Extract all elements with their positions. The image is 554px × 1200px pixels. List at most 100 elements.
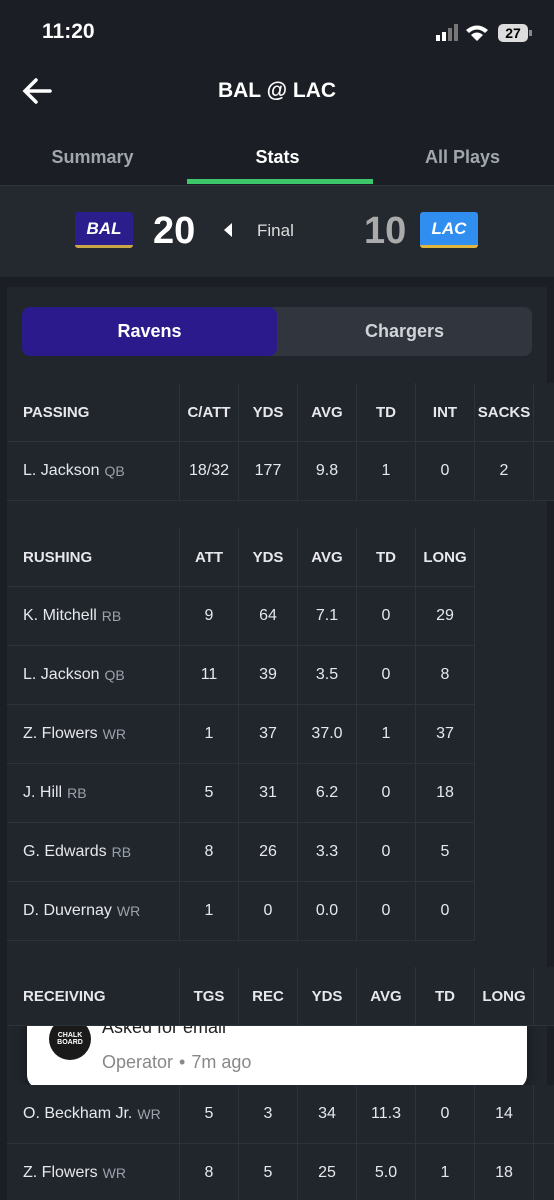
table-cell: 64 [239,587,298,646]
table-cell: 11.3 [357,1085,416,1144]
table-cell: D. Duvernay WR [7,882,180,941]
team-button[interactable]: Ravens [22,307,277,356]
table-header: REC [239,967,298,1026]
player-name: L. Jackson [23,462,100,479]
table-cell: 8 [416,646,475,705]
tab[interactable]: Summary [51,147,134,167]
back-button[interactable] [22,77,54,105]
table-header: AVG [298,383,357,442]
table-header: C/ATT [180,383,239,442]
notification-source: Operator [102,1052,174,1072]
table-cell: 7.1 [298,587,357,646]
table-header: AVG [357,967,416,1026]
table-cell: 37 [239,705,298,764]
table-cell: 1 [357,705,416,764]
winner-arrow [224,223,232,237]
table-cell-edge [534,442,554,501]
table-cell: 0 [357,823,416,882]
status-icons: 27 [436,24,532,42]
tab[interactable]: All Plays [424,147,501,167]
table-cell: 1 [180,705,239,764]
tab[interactable]: Stats [255,147,300,167]
table-cell: L. Jackson QB [7,442,180,501]
table-cell: 31 [239,764,298,823]
away-score: 20 [153,210,196,252]
table-cell: 6.2 [298,764,357,823]
table-header: TGS [180,967,239,1026]
table-header: RECEIVING [7,967,180,1026]
table-cell: 177 [239,442,298,501]
player-position: WR [102,1165,126,1181]
table-header: AVG [298,528,357,587]
table-header: ATT [180,528,239,587]
table-cell: 8 [180,1144,239,1200]
home-badge: LAC [420,212,478,248]
player-position: RB [67,785,87,801]
table-cell: 0 [416,1085,475,1144]
table-cell: 29 [416,587,475,646]
table-header: PASSING [7,383,180,442]
player-name: J. Hill [23,784,63,801]
table-cell: 25 [298,1144,357,1200]
table-cell: 0 [357,646,416,705]
player-name: L. Jackson [23,666,100,683]
status-time: 11:20 [42,20,95,43]
page-title: BAL @ LAC [217,79,337,102]
table-cell: 9 [180,587,239,646]
table-header: YDS [239,383,298,442]
table-cell: 0.0 [298,882,357,941]
table-cell: 1 [416,1144,475,1200]
player-name: Z. Flowers [23,1164,98,1181]
table-cell: Z. Flowers WR [7,705,180,764]
table-cell: Z. Flowers WR [7,1144,180,1200]
table-cell: O. Beckham Jr. WR [7,1085,180,1144]
table-cell: 39 [239,646,298,705]
player-position: RB [111,844,132,860]
table-cell: 0 [357,587,416,646]
player-name: D. Duvernay [23,902,112,919]
table-cell: 18 [416,764,475,823]
table-cell: 34 [298,1085,357,1144]
table-cell: 11 [180,646,239,705]
table-cell: 3.3 [298,823,357,882]
notification-meta: Operator • 7m ago [102,1052,252,1072]
table-header: LONG [475,967,534,1026]
table-cell: 3.5 [298,646,357,705]
table-cell: G. Edwards RB [7,823,180,882]
table-header: TD [357,528,416,587]
table-cell: 37.0 [298,705,357,764]
table-cell: 0 [357,882,416,941]
table-cell: 9.8 [298,442,357,501]
table-cell: 5 [180,1085,239,1144]
player-name: G. Edwards [23,843,107,860]
table-header: SACKS [475,383,534,442]
table-cell: 5.0 [357,1144,416,1200]
tab-indicator [187,179,373,184]
table-header: LONG [416,528,475,587]
game-state: Final [257,221,294,240]
table-cell: L. Jackson QB [7,646,180,705]
table-cell: 1 [180,882,239,941]
table-cell: 18/32 [180,442,239,501]
table-cell: 0 [357,764,416,823]
player-position: RB [101,608,122,624]
table-cell: 5 [180,764,239,823]
table-header: RUSHING [7,528,180,587]
table-cell: 18 [475,1144,534,1200]
table-cell-edge [534,967,554,1026]
player-position: WR [116,903,141,919]
table-cell: 5 [239,1144,298,1200]
table-header: INT [416,383,475,442]
table-cell-edge [534,1144,554,1200]
table-cell: 3 [239,1085,298,1144]
table-cell: 14 [475,1085,534,1144]
table-cell: 0 [416,442,475,501]
table-cell: 5 [416,823,475,882]
player-name: Z. Flowers [23,725,98,742]
player-name: K. Mitchell [23,607,97,624]
team-button[interactable]: Chargers [364,321,445,341]
table-cell: 26 [239,823,298,882]
table-cell-edge [534,383,554,442]
player-position: WR [102,726,126,742]
